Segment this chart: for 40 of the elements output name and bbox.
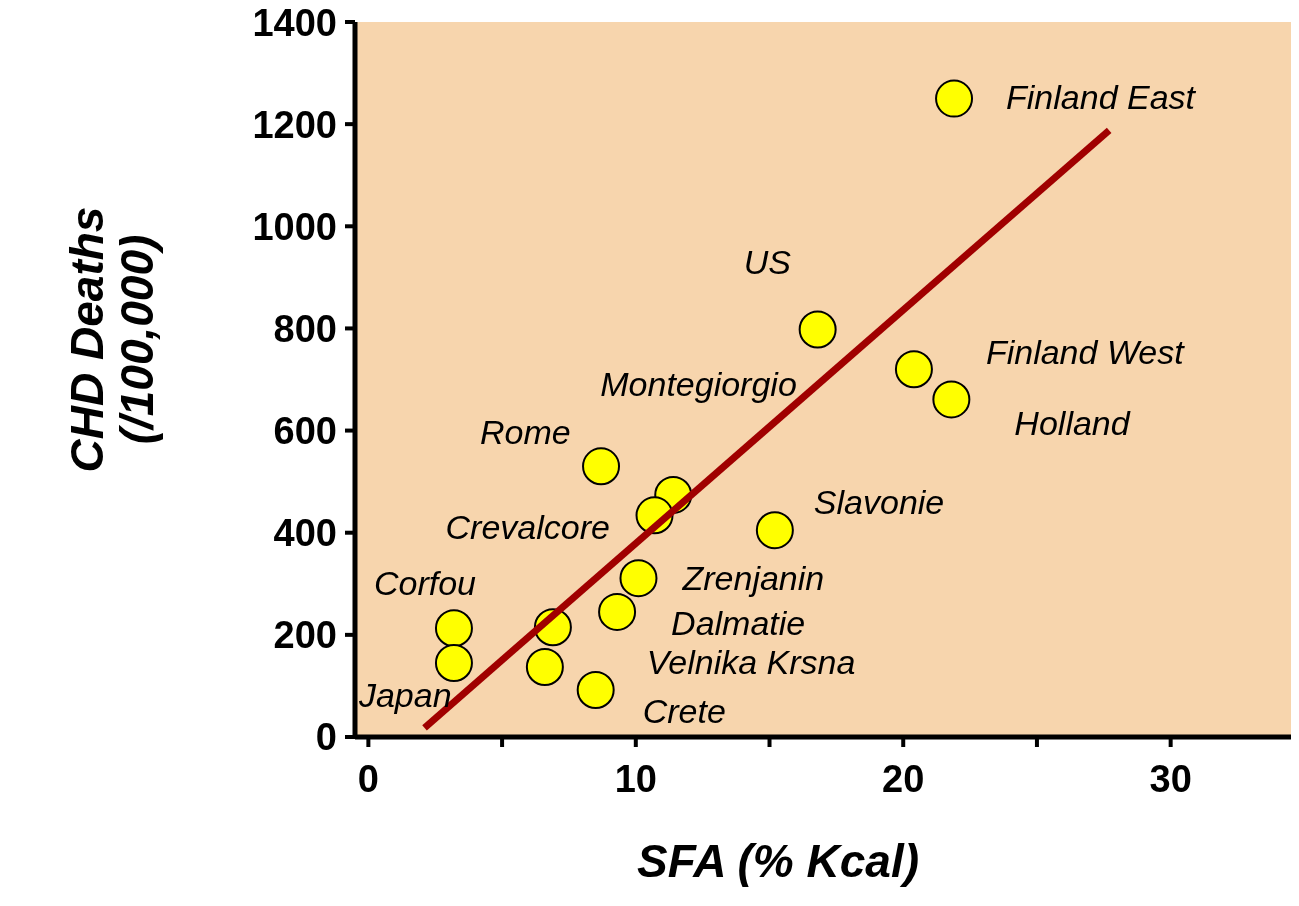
annotation: Japan (357, 675, 452, 714)
annotation: Rome (480, 413, 571, 452)
annotation: Crevalcore (445, 508, 610, 547)
point (582, 447, 621, 486)
annotation: Velnika Krsna (646, 643, 856, 682)
y-tick-label: 1400 (252, 1, 337, 44)
point (619, 559, 658, 598)
point (798, 310, 837, 349)
point (935, 79, 974, 118)
annotation: Finland East (1006, 77, 1197, 116)
annotation: US (743, 243, 792, 282)
annotation: Montegiorgio (600, 364, 797, 403)
y-tick-label: 0 (315, 716, 337, 759)
annotation: Slavonie (813, 483, 945, 522)
y-tick-label: 1000 (252, 205, 337, 248)
y-axis-title: CHD Deaths (/100,000) (61, 206, 163, 473)
point (434, 609, 473, 648)
point (434, 643, 473, 682)
x-tick-label: 20 (882, 757, 925, 800)
y-tick-label: 600 (273, 410, 337, 453)
point (894, 350, 933, 389)
x-tick-label: 10 (614, 757, 657, 800)
y-tick-label: 800 (273, 307, 337, 350)
annotation: Holland (1014, 404, 1131, 443)
x-tick-label: 30 (1149, 757, 1192, 800)
annotation: Dalmatie (671, 603, 806, 642)
point (598, 592, 637, 631)
point (755, 511, 794, 550)
x-tick-label: 0 (357, 757, 379, 800)
annotation: Crete (642, 692, 726, 731)
x-axis-title: SFA (% Kcal) (636, 835, 920, 887)
annotation: Corfou (373, 564, 477, 603)
point (525, 648, 564, 687)
y-tick-label: 200 (273, 614, 337, 657)
y-tick-label: 1200 (252, 103, 337, 146)
point (576, 671, 615, 710)
annotation: Finland West (985, 333, 1186, 372)
annotation: Zrenjanin (681, 559, 825, 598)
point (932, 380, 971, 419)
y-tick-label: 400 (273, 512, 337, 555)
